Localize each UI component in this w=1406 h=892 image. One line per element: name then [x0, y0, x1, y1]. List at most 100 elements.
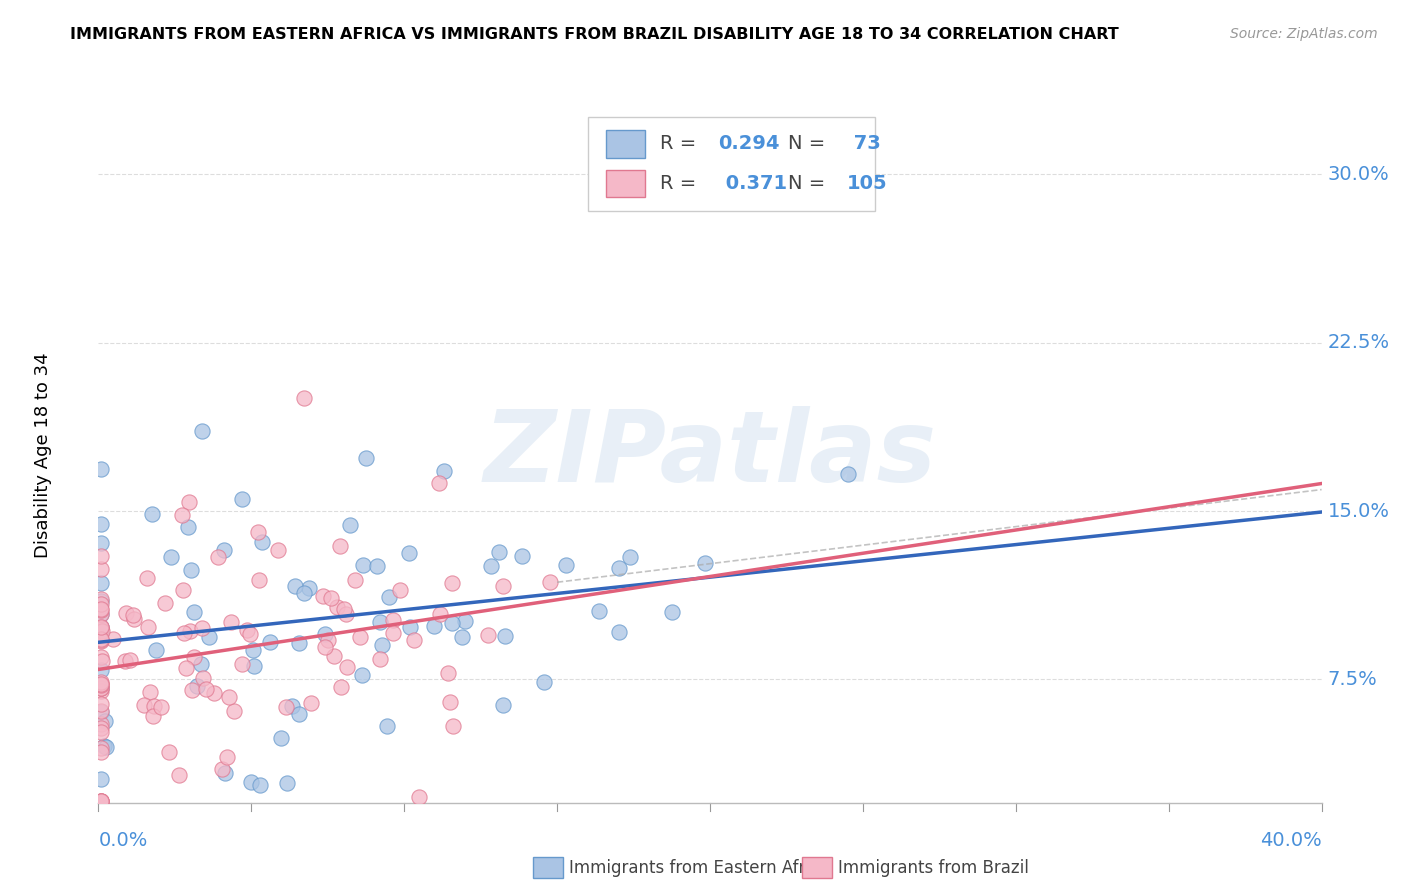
Point: [454, 614, 477, 628]
Point: [661, 605, 683, 619]
Text: 0.0%: 0.0%: [98, 830, 148, 850]
Point: [90, 632, 112, 646]
Point: [488, 544, 510, 558]
Text: 40.0%: 40.0%: [1260, 830, 1322, 850]
Point: [270, 731, 292, 745]
Point: [439, 695, 461, 709]
Point: [619, 549, 641, 564]
Point: [588, 604, 610, 618]
Point: [167, 767, 190, 781]
Point: [90, 650, 112, 665]
Point: [90, 576, 112, 591]
Point: [90, 677, 112, 691]
Point: [214, 766, 236, 780]
Point: [90, 653, 112, 667]
Point: [399, 620, 422, 634]
Point: [90, 535, 112, 549]
Point: [335, 607, 357, 622]
Point: [90, 677, 112, 691]
Point: [90, 741, 112, 756]
Point: [441, 575, 464, 590]
Bar: [588, 118, 875, 211]
Point: [90, 705, 112, 719]
Point: [90, 772, 112, 787]
Point: [136, 571, 159, 585]
Text: 0.371: 0.371: [718, 174, 787, 193]
Point: [176, 520, 198, 534]
Point: [202, 686, 225, 700]
Point: [90, 725, 112, 739]
Point: [314, 640, 336, 654]
Point: [339, 517, 361, 532]
Point: [96, 739, 118, 754]
Point: [190, 424, 212, 438]
Point: [94, 714, 117, 728]
Point: [90, 626, 112, 640]
Bar: [606, 169, 645, 197]
Point: [492, 698, 515, 713]
Point: [207, 550, 229, 565]
Point: [609, 560, 631, 574]
Point: [437, 665, 460, 680]
Point: [90, 717, 112, 731]
Point: [312, 589, 335, 603]
Point: [349, 630, 371, 644]
Point: [427, 475, 450, 490]
Point: [554, 558, 576, 572]
Point: [354, 450, 377, 465]
Text: Disability Age 18 to 34: Disability Age 18 to 34: [34, 352, 52, 558]
Point: [330, 680, 353, 694]
Point: [433, 464, 456, 478]
Point: [174, 661, 197, 675]
Point: [321, 591, 343, 606]
Point: [441, 719, 464, 733]
Text: R =: R =: [659, 174, 703, 193]
Point: [195, 682, 218, 697]
Point: [90, 607, 112, 622]
Point: [336, 659, 359, 673]
Point: [246, 525, 269, 540]
Text: 73: 73: [846, 135, 880, 153]
Point: [288, 707, 311, 722]
Point: [179, 624, 201, 639]
Point: [170, 508, 193, 522]
Text: Immigrants from Eastern Africa: Immigrants from Eastern Africa: [569, 858, 830, 877]
Point: [837, 467, 859, 481]
Point: [333, 602, 356, 616]
Point: [181, 683, 204, 698]
Point: [242, 642, 264, 657]
Point: [90, 607, 112, 621]
Point: [157, 745, 180, 759]
Text: N =: N =: [789, 174, 832, 193]
Text: ZIPatlas: ZIPatlas: [484, 407, 936, 503]
Point: [249, 778, 271, 792]
Point: [222, 705, 245, 719]
Point: [211, 763, 233, 777]
Point: [186, 679, 208, 693]
Point: [124, 612, 146, 626]
Bar: [606, 130, 645, 158]
Point: [494, 629, 516, 643]
Point: [352, 558, 374, 573]
Point: [247, 573, 270, 587]
Point: [183, 605, 205, 619]
Point: [120, 653, 142, 667]
Point: [90, 562, 112, 576]
Point: [90, 634, 112, 648]
Point: [190, 657, 212, 672]
Text: IMMIGRANTS FROM EASTERN AFRICA VS IMMIGRANTS FROM BRAZIL DISABILITY AGE 18 TO 34: IMMIGRANTS FROM EASTERN AFRICA VS IMMIGR…: [70, 27, 1119, 42]
Point: [193, 671, 215, 685]
Point: [450, 630, 472, 644]
Point: [314, 627, 336, 641]
Point: [183, 649, 205, 664]
Point: [90, 620, 112, 634]
Point: [114, 606, 136, 620]
Point: [90, 516, 112, 531]
Point: [90, 793, 112, 807]
Point: [90, 620, 112, 634]
Point: [240, 775, 263, 789]
Point: [90, 684, 112, 698]
Point: [389, 583, 412, 598]
Point: [90, 697, 112, 711]
Point: [132, 698, 155, 712]
